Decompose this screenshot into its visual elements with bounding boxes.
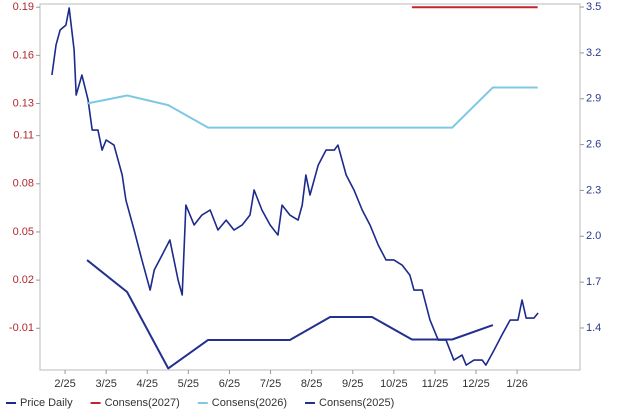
y2-tick-label: 1.7 xyxy=(586,276,601,288)
legend-label: Consens(2026) xyxy=(212,397,287,409)
x-tick-label: 3/25 xyxy=(95,378,116,390)
x-tick-label: 6/25 xyxy=(219,378,240,390)
legend-label: Price Daily xyxy=(20,397,73,409)
x-tick-label: 4/25 xyxy=(137,378,158,390)
y2-tick-label: 2.9 xyxy=(586,93,601,105)
x-tick-label: 12/25 xyxy=(462,378,490,390)
series-line xyxy=(51,7,539,366)
x-tick-label: 7/25 xyxy=(260,378,281,390)
x-tick-label: 11/25 xyxy=(422,378,449,390)
y-tick-label: 0.13 xyxy=(13,97,34,109)
series-line xyxy=(86,259,494,370)
y-tick-label: 0.19 xyxy=(13,1,34,13)
y2-tick-label: 3.2 xyxy=(586,47,601,59)
y2-tick-label: 3.5 xyxy=(586,1,601,13)
x-tick-label: 9/25 xyxy=(342,378,363,390)
x-tick-label: 10/25 xyxy=(380,378,408,390)
y-tick-label: 0.11 xyxy=(13,130,34,142)
series-line xyxy=(86,86,538,129)
legend-label: Consens(2025) xyxy=(319,397,394,409)
y-tick-label: 0.16 xyxy=(13,49,34,61)
legend-label: Consens(2027) xyxy=(105,397,180,409)
y-tick-label: 0.02 xyxy=(13,274,34,286)
y-tick-label: 0.05 xyxy=(13,226,34,238)
y2-tick-label: 2.0 xyxy=(586,230,601,242)
y2-tick-label: 2.6 xyxy=(586,138,601,150)
x-tick-label: 2/25 xyxy=(54,378,75,390)
x-tick-label: 5/25 xyxy=(178,378,199,390)
x-tick-label: 8/25 xyxy=(301,378,322,390)
y-tick-label: -0.01 xyxy=(9,322,34,334)
y-tick-label: 0.08 xyxy=(13,178,34,190)
x-tick-label: 1/26 xyxy=(506,378,527,390)
plot-frame xyxy=(39,3,581,371)
y2-tick-label: 2.3 xyxy=(586,184,601,196)
y2-tick-label: 1.4 xyxy=(586,322,601,334)
